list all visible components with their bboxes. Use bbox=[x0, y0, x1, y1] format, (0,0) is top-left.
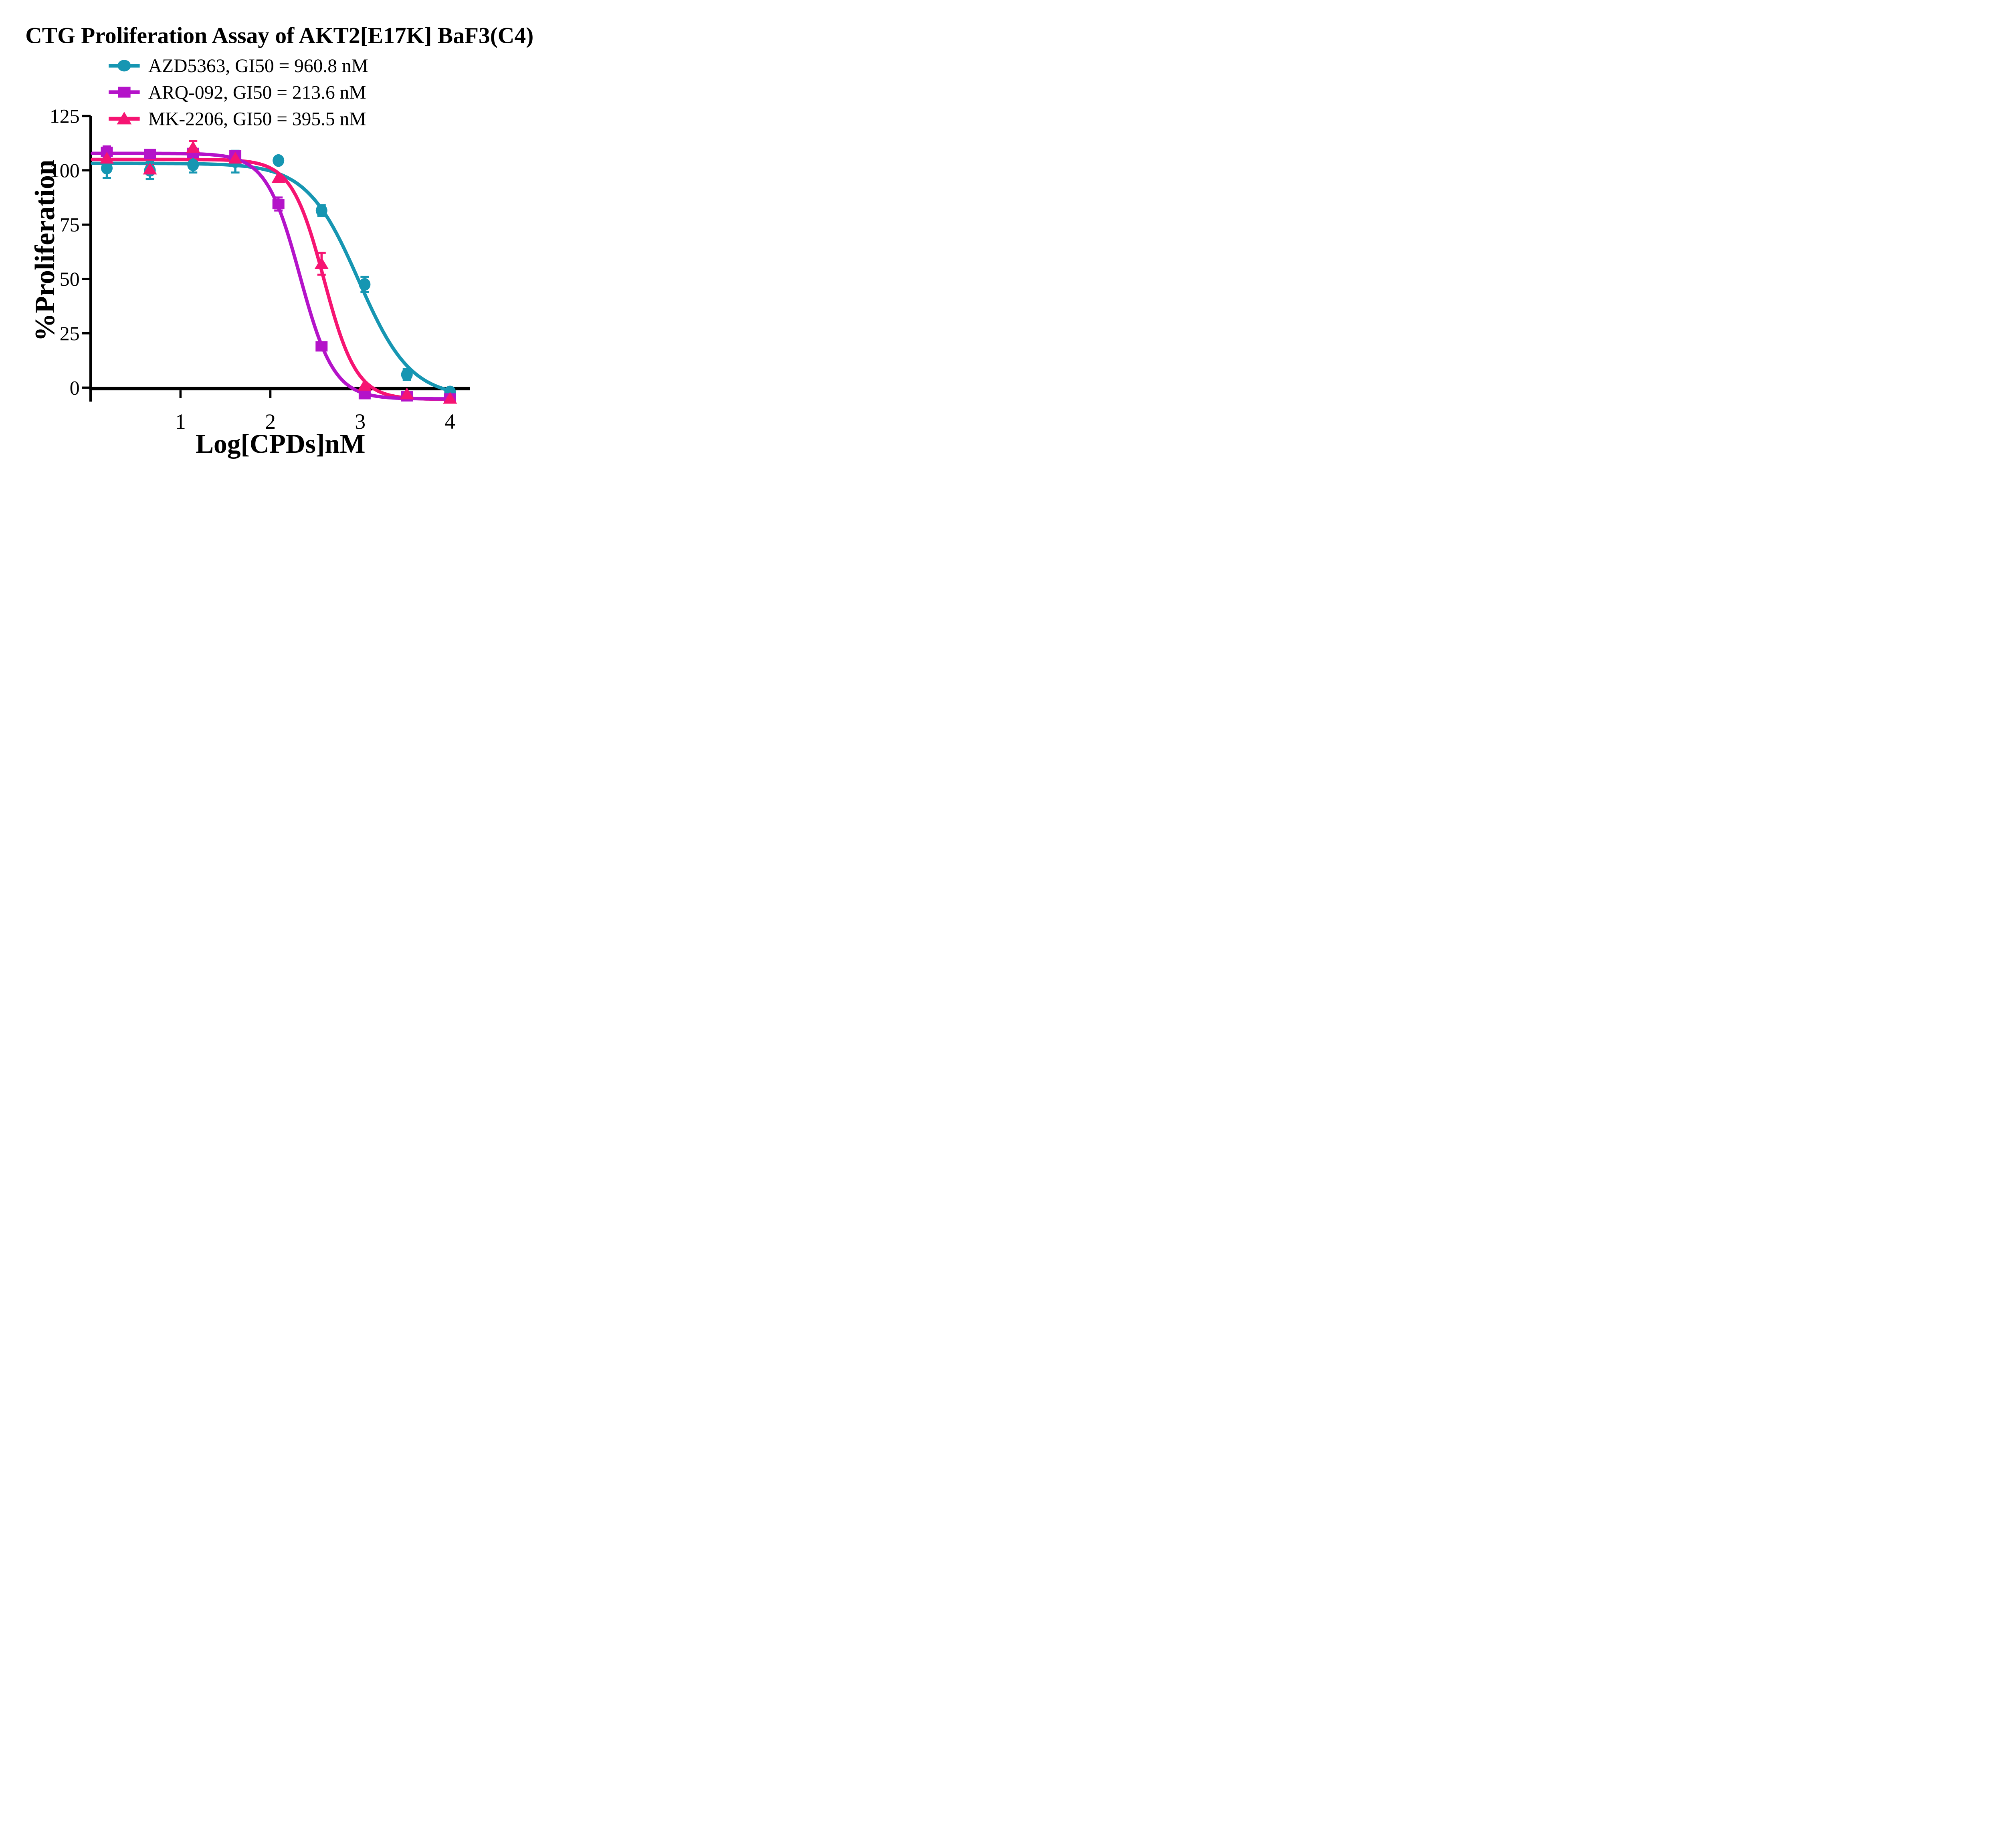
x-tick-label: 2 bbox=[265, 410, 276, 434]
legend-triangle-icon bbox=[117, 111, 132, 125]
y-axis-title: %Proliferation bbox=[30, 159, 61, 341]
data-point-mk-2206 bbox=[400, 387, 414, 399]
x-tick-label: 3 bbox=[355, 410, 366, 434]
chart-figure: CTG Proliferation Assay of AKT2[E17K] Ba… bbox=[0, 0, 552, 462]
x-axis-title: Log[CPDs]nM bbox=[196, 429, 366, 459]
fit-curve-mk-2206 bbox=[91, 157, 452, 401]
y-tick-label: 25 bbox=[60, 322, 80, 345]
y-tick-label: 100 bbox=[50, 159, 80, 182]
legend-square-icon bbox=[118, 87, 131, 98]
y-tick-label: 0 bbox=[70, 376, 80, 399]
fit-curve-arq-092 bbox=[91, 151, 452, 401]
data-point-arq-092 bbox=[272, 199, 285, 210]
y-tick-label: 125 bbox=[50, 105, 80, 127]
plot-series-group bbox=[91, 140, 457, 404]
data-point-mk-2206 bbox=[314, 257, 329, 269]
fit-curve-azd5363 bbox=[91, 161, 452, 393]
y-tick-label: 50 bbox=[60, 268, 80, 290]
data-point-azd5363 bbox=[315, 204, 327, 217]
data-point-mk-2206 bbox=[228, 151, 242, 164]
data-point-azd5363 bbox=[401, 368, 413, 381]
data-point-mk-2206 bbox=[271, 171, 286, 184]
data-point-arq-092 bbox=[144, 149, 156, 159]
x-tick-label: 4 bbox=[444, 410, 455, 434]
x-tick-label: 1 bbox=[175, 410, 186, 434]
chart-title: CTG Proliferation Assay of AKT2[E17K] Ba… bbox=[25, 23, 533, 48]
data-point-mk-2206 bbox=[443, 391, 457, 404]
data-point-arq-092 bbox=[358, 389, 371, 399]
data-point-mk-2206 bbox=[100, 151, 114, 164]
data-point-mk-2206 bbox=[143, 162, 157, 175]
legend-marker-group bbox=[109, 60, 140, 125]
data-point-mk-2206 bbox=[358, 379, 372, 391]
legend-label-arq092: ARQ-092, GI50 = 213.6 nM bbox=[148, 82, 366, 103]
data-point-azd5363 bbox=[273, 154, 285, 167]
legend-label-mk2206: MK-2206, GI50 = 395.5 nM bbox=[148, 109, 366, 130]
axes-group: 0 25 50 75 100 125 1 2 3 4 bbox=[50, 105, 470, 434]
proliferation-assay-chart: CTG Proliferation Assay of AKT2[E17K] Ba… bbox=[25, 23, 533, 459]
data-point-azd5363 bbox=[187, 158, 199, 171]
y-tick-label: 75 bbox=[60, 214, 80, 236]
legend-label-azd5363: AZD5363, GI50 = 960.8 nM bbox=[148, 56, 368, 77]
data-point-arq-092 bbox=[315, 341, 328, 352]
data-point-azd5363 bbox=[101, 161, 113, 175]
legend-circle-icon bbox=[117, 60, 131, 72]
data-point-mk-2206 bbox=[186, 141, 200, 153]
data-point-azd5363 bbox=[359, 278, 371, 291]
